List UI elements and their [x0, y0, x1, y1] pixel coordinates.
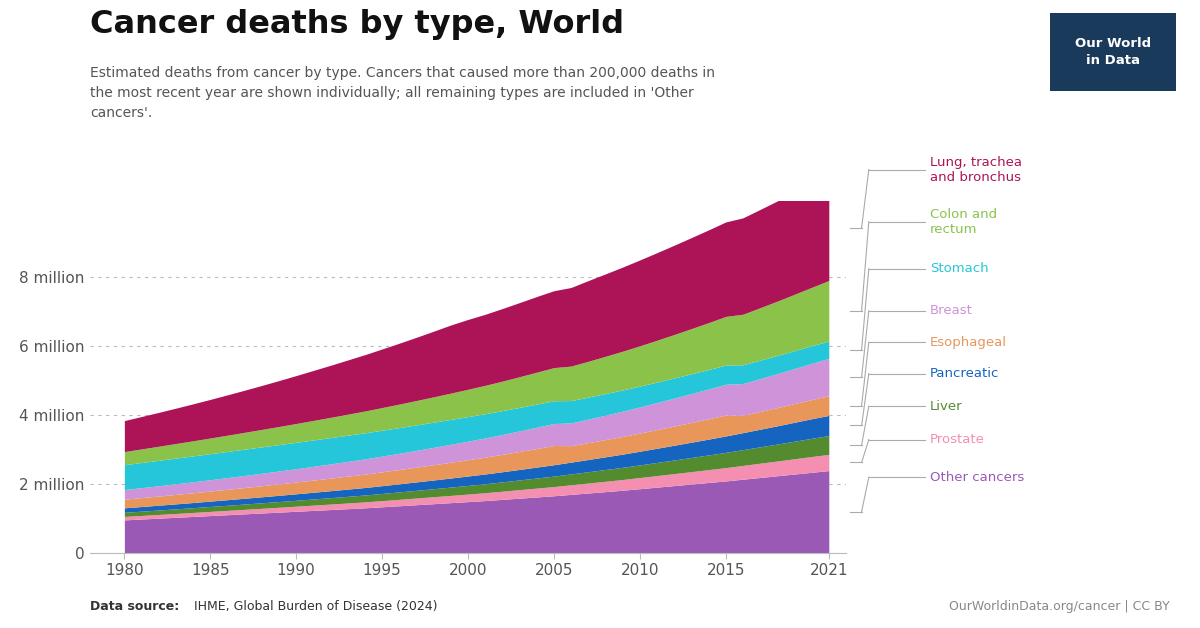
Text: Cancer deaths by type, World: Cancer deaths by type, World — [90, 9, 624, 40]
Text: IHME, Global Burden of Disease (2024): IHME, Global Burden of Disease (2024) — [190, 600, 437, 613]
Text: Our World
in Data: Our World in Data — [1075, 37, 1151, 67]
Text: Data source:: Data source: — [90, 600, 179, 613]
Text: Colon and
rectum: Colon and rectum — [930, 208, 997, 236]
Text: Esophageal: Esophageal — [930, 336, 1007, 349]
Text: Pancreatic: Pancreatic — [930, 367, 1000, 380]
Text: Stomach: Stomach — [930, 263, 989, 275]
Text: Lung, trachea
and bronchus: Lung, trachea and bronchus — [930, 156, 1022, 183]
Text: Liver: Liver — [930, 400, 962, 413]
Text: Estimated deaths from cancer by type. Cancers that caused more than 200,000 deat: Estimated deaths from cancer by type. Ca… — [90, 66, 715, 120]
Text: Prostate: Prostate — [930, 433, 985, 446]
Text: Breast: Breast — [930, 305, 973, 317]
Text: Other cancers: Other cancers — [930, 471, 1025, 484]
Text: OurWorldinData.org/cancer | CC BY: OurWorldinData.org/cancer | CC BY — [949, 600, 1170, 613]
